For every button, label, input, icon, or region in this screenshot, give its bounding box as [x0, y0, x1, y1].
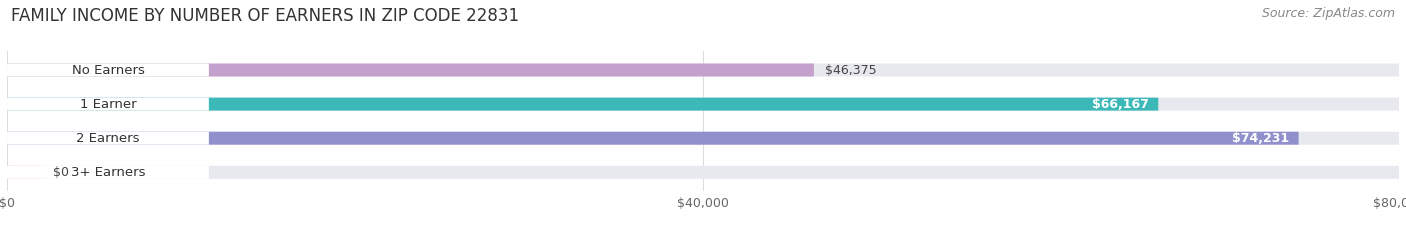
FancyBboxPatch shape — [7, 98, 209, 111]
FancyBboxPatch shape — [7, 166, 42, 179]
Text: $66,167: $66,167 — [1091, 98, 1149, 111]
FancyBboxPatch shape — [7, 166, 1399, 179]
Text: $0: $0 — [53, 166, 69, 179]
FancyBboxPatch shape — [7, 64, 814, 76]
Text: Source: ZipAtlas.com: Source: ZipAtlas.com — [1261, 7, 1395, 20]
FancyBboxPatch shape — [7, 64, 1399, 76]
Text: $46,375: $46,375 — [825, 64, 877, 76]
Text: No Earners: No Earners — [72, 64, 145, 76]
Text: 1 Earner: 1 Earner — [80, 98, 136, 111]
FancyBboxPatch shape — [7, 132, 209, 145]
FancyBboxPatch shape — [7, 64, 209, 76]
Text: FAMILY INCOME BY NUMBER OF EARNERS IN ZIP CODE 22831: FAMILY INCOME BY NUMBER OF EARNERS IN ZI… — [11, 7, 519, 25]
Text: 3+ Earners: 3+ Earners — [70, 166, 145, 179]
FancyBboxPatch shape — [7, 132, 1399, 145]
FancyBboxPatch shape — [7, 166, 209, 179]
FancyBboxPatch shape — [7, 98, 1399, 111]
FancyBboxPatch shape — [7, 98, 1159, 111]
FancyBboxPatch shape — [7, 132, 1299, 145]
Text: 2 Earners: 2 Earners — [76, 132, 139, 145]
Text: $74,231: $74,231 — [1232, 132, 1289, 145]
